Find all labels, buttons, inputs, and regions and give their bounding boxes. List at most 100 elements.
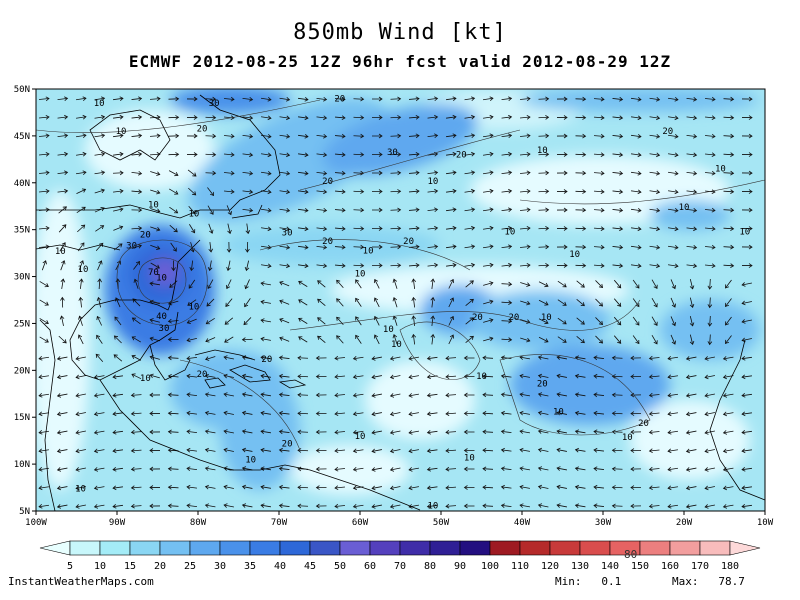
colorbar-level-label: 5 — [67, 561, 73, 572]
wind-arrow — [56, 411, 68, 417]
wind-arrow — [149, 133, 161, 139]
wind-arrow — [316, 263, 328, 269]
wind-arrow — [297, 208, 309, 213]
wind-arrow — [538, 263, 550, 268]
contour-label: 10 — [363, 246, 374, 256]
wind-arrow — [334, 152, 346, 158]
min-value: Min: 0.1 — [555, 575, 621, 588]
wind-arrow — [482, 485, 494, 490]
wind-arrow — [334, 189, 346, 195]
wind-arrow — [519, 170, 531, 176]
wind-arrow — [593, 503, 605, 509]
wind-arrow — [112, 151, 124, 157]
wind-arrow — [130, 411, 142, 417]
wind-arrow — [427, 262, 439, 268]
lat-tick-label: 35N — [14, 226, 30, 236]
wind-arrow — [297, 448, 309, 453]
wind-arrow — [574, 503, 586, 508]
wind-arrow — [130, 392, 142, 398]
wind-arrow — [408, 114, 420, 120]
wind-arrow — [334, 207, 346, 213]
map-axes: 100W 90W 80W 70W 60W 50W 40W 30W 20W 10W 50N 45N 40N… — [14, 85, 774, 528]
wind-arrow — [632, 335, 640, 345]
wind-arrow — [686, 263, 698, 269]
lon-tick-label: 80W — [190, 518, 207, 528]
wind-arrow — [297, 115, 309, 121]
wind-arrow — [427, 114, 439, 120]
wind-arrow — [722, 393, 734, 398]
contour-label: 20 — [662, 127, 673, 137]
wind-arrow — [704, 504, 715, 509]
wind-arrow — [741, 152, 753, 157]
wind-arrow — [445, 225, 457, 231]
wind-arrow — [279, 336, 290, 342]
colorbar-swatch — [339, 540, 371, 556]
wind-arrow — [538, 336, 549, 343]
wind-arrow — [170, 242, 177, 252]
wind-arrow — [556, 410, 567, 416]
wind-arrow — [501, 207, 513, 213]
wind-arrow — [463, 392, 475, 398]
wind-arrow — [648, 448, 660, 454]
wind-arrow — [482, 96, 494, 101]
wind-arrow — [205, 115, 217, 120]
wind-arrow — [685, 504, 697, 509]
wind-arrow — [670, 279, 677, 290]
contour-label: 10 — [622, 433, 633, 443]
wind-arrow — [334, 115, 346, 121]
wind-arrow — [38, 430, 50, 435]
wind-arrow — [651, 334, 658, 345]
contour-label: 10 — [245, 455, 256, 465]
wind-arrow — [187, 169, 197, 177]
wind-arrow — [723, 226, 735, 231]
wind-arrow — [482, 355, 494, 361]
wind-arrow — [315, 448, 327, 453]
wind-arrow — [723, 115, 735, 120]
wind-arrow — [725, 316, 732, 326]
wind-arrow — [574, 392, 586, 397]
wind-arrow — [482, 262, 494, 268]
wind-arrow — [520, 300, 531, 306]
wind-arrow — [77, 334, 84, 345]
wind-arrow — [611, 411, 623, 416]
wind-arrow — [205, 152, 217, 157]
wind-arrow — [245, 241, 250, 253]
wind-arrow — [611, 392, 623, 398]
wind-arrow — [519, 262, 531, 268]
wind-arrow — [519, 373, 530, 379]
contour-label: 10 — [553, 408, 564, 418]
contour-label: 10 — [391, 340, 402, 350]
wind-arrow — [244, 298, 251, 308]
wind-arrow — [130, 503, 142, 509]
wind-arrow — [93, 467, 105, 472]
wind-arrow — [186, 503, 198, 509]
wind-arrow — [167, 485, 179, 490]
wind-arrow — [167, 411, 179, 416]
wind-arrow — [131, 207, 143, 213]
wind-arrow — [501, 133, 513, 139]
wind-arrow — [260, 208, 272, 213]
wind-arrow — [411, 315, 417, 327]
wind-arrow — [223, 96, 235, 102]
wind-arrow — [223, 410, 234, 416]
wind-arrow — [167, 337, 179, 342]
wind-arrow — [556, 170, 568, 176]
wind-arrow — [130, 429, 142, 435]
wind-arrow — [464, 207, 476, 212]
wind-arrow — [704, 115, 716, 121]
wind-arrow — [408, 225, 420, 231]
wind-arrow — [500, 429, 512, 435]
wind-arrow — [593, 226, 605, 232]
contour-label: 30 — [282, 228, 293, 238]
wind-arrow — [352, 467, 364, 472]
wind-arrow — [316, 152, 328, 158]
wind-arrow — [279, 189, 291, 195]
wind-arrow — [316, 133, 328, 139]
wind-arrow — [538, 115, 550, 120]
lon-tick-label: 40W — [514, 518, 531, 528]
wind-arrow — [223, 392, 234, 397]
wind-arrow — [538, 244, 550, 250]
wind-arrow — [75, 96, 87, 101]
wind-arrow — [649, 189, 661, 195]
wind-arrow — [205, 170, 217, 176]
